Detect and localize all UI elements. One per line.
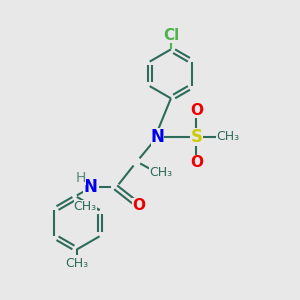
Text: H: H: [76, 171, 86, 185]
Text: O: O: [190, 155, 203, 170]
Text: N: N: [83, 178, 97, 196]
Text: S: S: [190, 128, 202, 146]
Text: CH₃: CH₃: [216, 130, 239, 143]
Text: O: O: [190, 103, 203, 118]
Text: N: N: [151, 128, 164, 146]
Text: CH₃: CH₃: [65, 257, 88, 270]
Text: CH₃: CH₃: [149, 166, 172, 179]
Text: O: O: [133, 198, 146, 213]
Text: Cl: Cl: [163, 28, 179, 43]
Text: CH₃: CH₃: [74, 200, 97, 213]
